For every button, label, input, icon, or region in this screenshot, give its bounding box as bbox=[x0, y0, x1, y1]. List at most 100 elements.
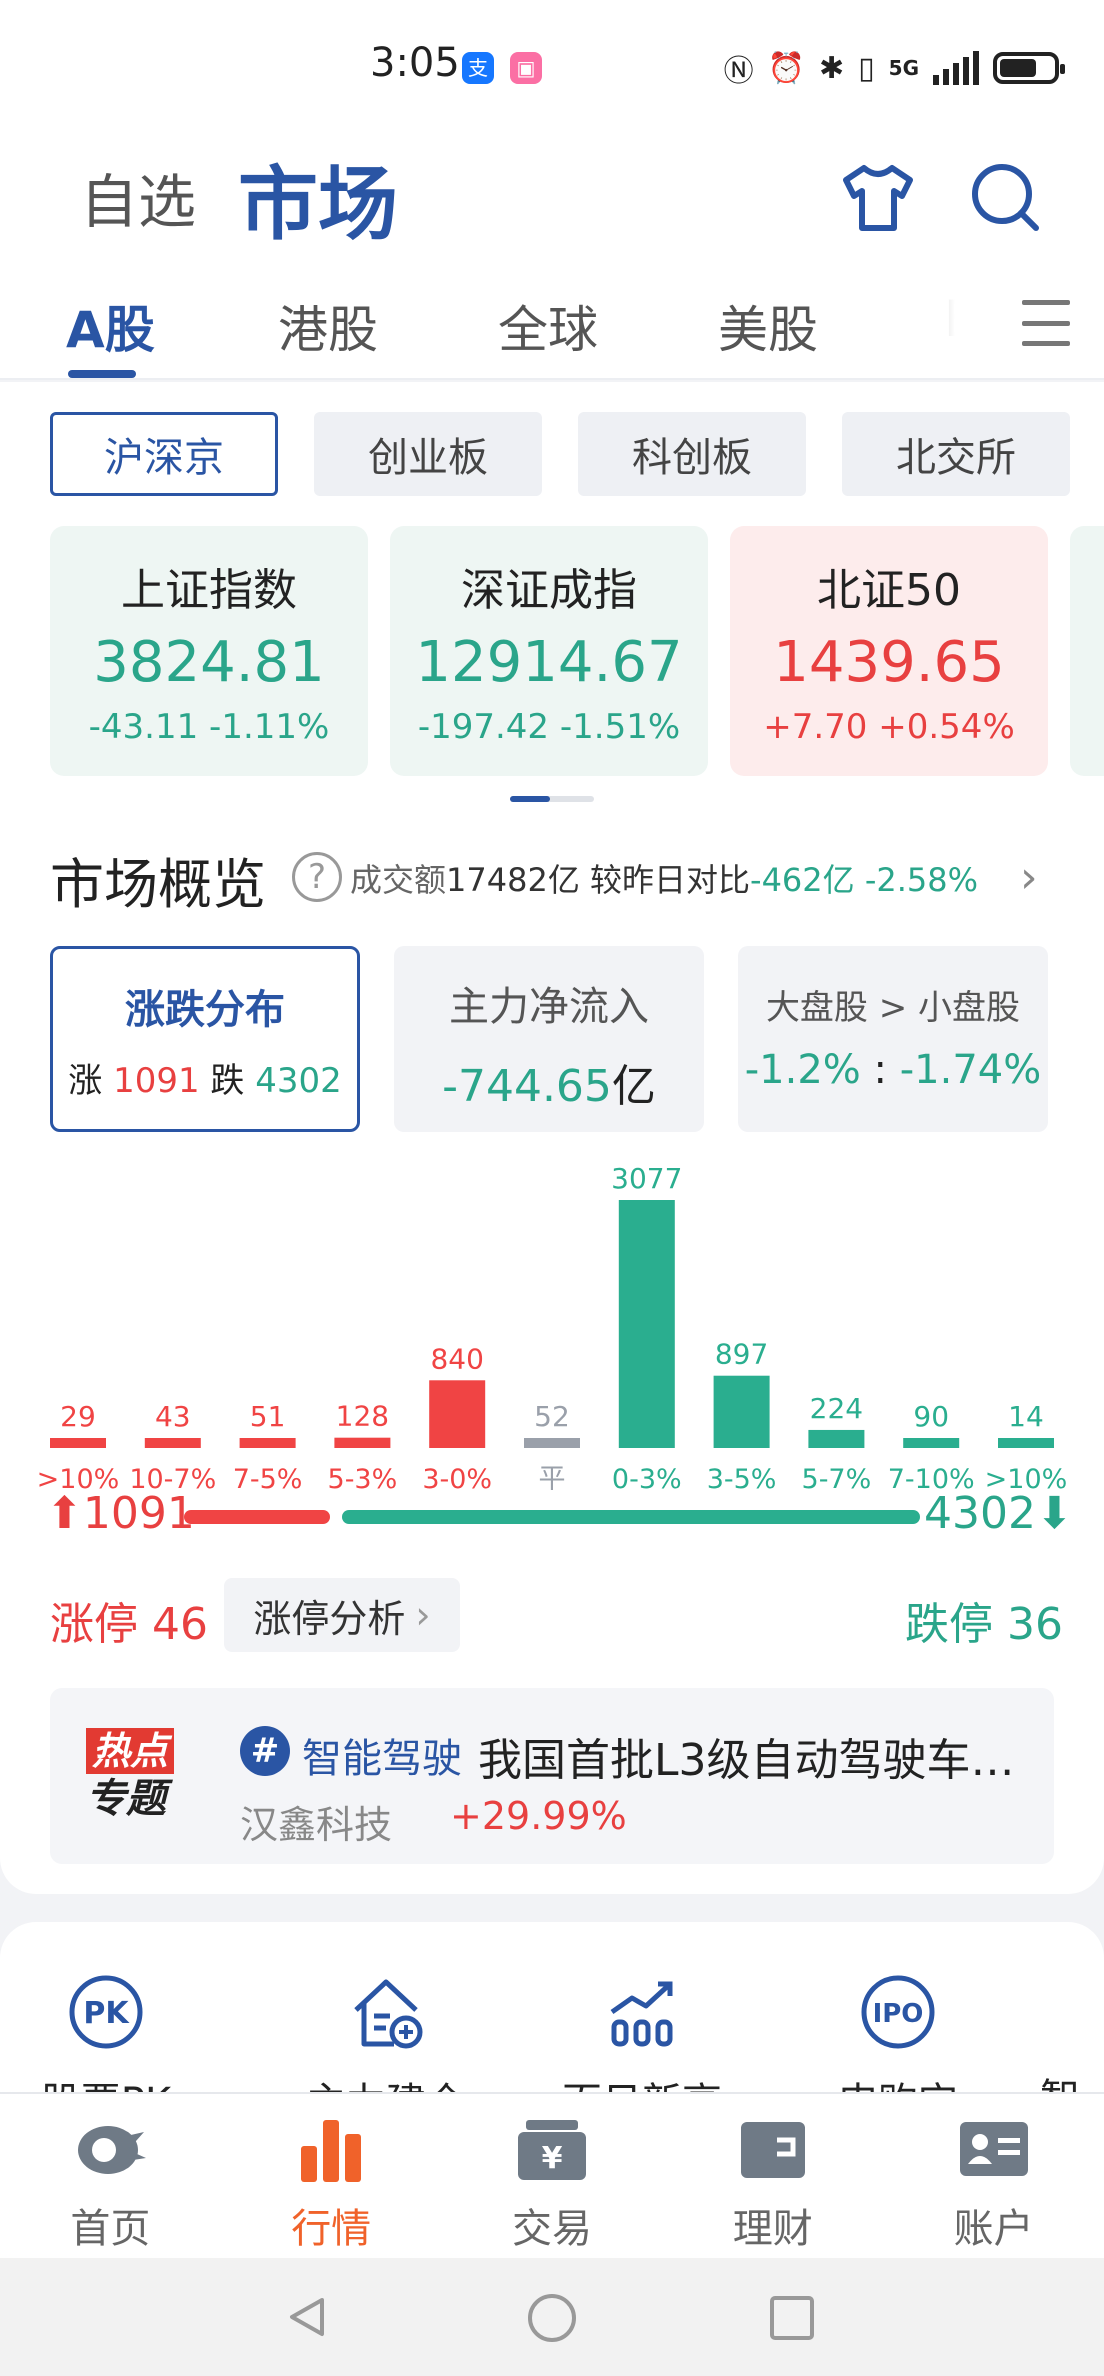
partial-icon bbox=[1050, 1972, 1104, 2052]
overview-summary: 涨跌分布 涨 1091 跌 4302 主力净流入 -744.65亿 大盘股 > … bbox=[50, 946, 1048, 1132]
up-count: 1091 bbox=[113, 1061, 200, 1101]
up-label: 涨 bbox=[68, 1061, 103, 1101]
tab-global[interactable]: 全球 bbox=[498, 301, 598, 359]
tool-main-build[interactable]: 主力建仓 bbox=[286, 1972, 486, 2102]
hot-stock-change: +29.99% bbox=[450, 1794, 627, 1838]
chart-value-label: 52 bbox=[534, 1400, 570, 1433]
chart-value-label: 224 bbox=[810, 1392, 863, 1425]
chart-category-label: 3-5% bbox=[707, 1464, 777, 1490]
chart-bar bbox=[713, 1375, 770, 1448]
tool-ipo[interactable]: IPO 申购宝 bbox=[798, 1972, 998, 2102]
chart-value-label: 90 bbox=[913, 1400, 949, 1433]
tshirt-icon[interactable] bbox=[838, 158, 918, 238]
home-icon[interactable] bbox=[526, 2292, 578, 2344]
exchange-star[interactable]: 科创板 bbox=[578, 412, 806, 496]
chart-value-label: 897 bbox=[715, 1338, 768, 1371]
tool-stock-pk[interactable]: PK 股票PK bbox=[6, 1972, 206, 2102]
down-count: 4302 bbox=[255, 1061, 342, 1101]
up-ratio-bar bbox=[184, 1510, 331, 1524]
search-icon[interactable] bbox=[966, 158, 1046, 238]
main-fund-flow-tab[interactable]: 主力净流入 -744.65亿 bbox=[394, 946, 704, 1132]
cap-separator: : bbox=[860, 1047, 900, 1093]
back-icon[interactable] bbox=[282, 2292, 332, 2342]
index-card-szse[interactable]: 深证成指 12914.67 -197.42 -1.51% bbox=[390, 526, 708, 776]
cap-compare-tab[interactable]: 大盘股 > 小盘股 -1.2% : -1.74% bbox=[738, 946, 1048, 1132]
svg-text:¥: ¥ bbox=[542, 2141, 563, 2176]
tab-active-indicator bbox=[68, 370, 136, 378]
tab-a-share[interactable]: A股 bbox=[66, 301, 155, 359]
chart-value-label: 128 bbox=[336, 1400, 389, 1433]
svg-text:IPO: IPO bbox=[873, 1999, 924, 2029]
chart-value-label: 14 bbox=[1008, 1400, 1044, 1433]
chart-value-label: 3077 bbox=[611, 1162, 682, 1195]
index-cards: 上证指数 3824.81 -43.11 -1.11% 深证成指 12914.67… bbox=[50, 526, 1048, 776]
logo-line2: 专题 bbox=[86, 1776, 166, 1822]
nav-market[interactable]: 行情 bbox=[221, 2094, 442, 2258]
overview-stats: 成交额17482亿 较昨日对比-462亿 -2.58% bbox=[350, 855, 978, 901]
hot-headline[interactable]: 我国首批L3级自动驾驶车… bbox=[478, 1735, 1015, 1786]
chart-bar bbox=[618, 1200, 675, 1448]
hot-stock-name[interactable]: 汉鑫科技 bbox=[240, 1803, 393, 1847]
index-name: 上证指数 bbox=[121, 565, 297, 616]
limit-up-label: 涨停 bbox=[50, 1599, 138, 1650]
nav-account[interactable]: 账户 bbox=[883, 2094, 1104, 2258]
network-type: 5G bbox=[888, 56, 919, 80]
down-total-value: 4302 bbox=[924, 1488, 1036, 1539]
chart-bar bbox=[144, 1438, 201, 1448]
wallet-icon bbox=[740, 2122, 805, 2178]
bottom-nav: 首页 行情 ¥ 交易 理财 账户 bbox=[0, 2092, 1104, 2258]
status-time: 3:05 bbox=[370, 40, 460, 86]
down-ratio-bar bbox=[342, 1510, 920, 1524]
tab-watchlist[interactable]: 自选 bbox=[80, 168, 197, 236]
home-logo-icon bbox=[78, 2126, 147, 2174]
index-card-bse50[interactable]: 北证50 1439.65 +7.70 +0.54% bbox=[730, 526, 1048, 776]
nfc-icon: Ⓝ bbox=[723, 54, 754, 89]
arrow-down-icon: ⬇ bbox=[1035, 1488, 1073, 1539]
index-card-sse[interactable]: 上证指数 3824.81 -43.11 -1.11% bbox=[50, 526, 368, 776]
index-card-next[interactable] bbox=[1070, 526, 1104, 776]
arrow-up-icon: ⬆ bbox=[46, 1488, 83, 1539]
rise-fall-distribution-tab[interactable]: 涨跌分布 涨 1091 跌 4302 bbox=[50, 946, 360, 1132]
hot-topic-name[interactable]: 智能驾驶 bbox=[302, 1736, 462, 1782]
flow-amount: -744.65 bbox=[442, 1061, 612, 1112]
bluetooth-icon: ✱ bbox=[819, 50, 845, 86]
dist-title: 涨跌分布 bbox=[125, 987, 285, 1033]
chart-bar bbox=[50, 1438, 106, 1448]
tab-market[interactable]: 市场 bbox=[238, 158, 398, 251]
svg-text:PK: PK bbox=[83, 1996, 130, 2031]
tool-100-day-high[interactable]: 百日新高 bbox=[542, 1972, 742, 2102]
exchange-bse[interactable]: 北交所 bbox=[842, 412, 1070, 496]
chart-category-label: 7-10% bbox=[888, 1464, 975, 1490]
exchange-hs-bj[interactable]: 沪深京 bbox=[50, 412, 278, 496]
tab-hk-share[interactable]: 港股 bbox=[278, 301, 378, 359]
index-name: 深证成指 bbox=[461, 565, 637, 616]
nav-label: 行情 bbox=[291, 2206, 372, 2252]
down-total: 4302⬇ bbox=[924, 1488, 1073, 1539]
chart-value-label: 840 bbox=[430, 1342, 483, 1375]
chart-category-label: >10% bbox=[37, 1464, 120, 1490]
tool-partial[interactable]: 智 bbox=[1040, 1972, 1104, 2102]
tab-us-share[interactable]: 美股 bbox=[718, 301, 818, 359]
recents-icon[interactable] bbox=[768, 2294, 816, 2342]
menu-icon[interactable] bbox=[1022, 300, 1070, 346]
status-bar: 3:05 支 ▣ Ⓝ ⏰ ✱ ▯ 5G bbox=[0, 0, 1104, 130]
nav-trade[interactable]: ¥ 交易 bbox=[442, 2094, 663, 2258]
cap-large: -1.2% bbox=[744, 1047, 861, 1093]
hot-topic-card[interactable]: 热点 专题 # 智能驾驶 我国首批L3级自动驾驶车… 汉鑫科技 +29.99% bbox=[50, 1688, 1054, 1864]
exchange-chinext[interactable]: 创业板 bbox=[314, 412, 542, 496]
chart-category-label: 10-7% bbox=[129, 1464, 216, 1490]
chart-bar bbox=[903, 1438, 960, 1448]
house-list-icon bbox=[354, 1979, 423, 2049]
chevron-right-icon[interactable]: › bbox=[1020, 852, 1038, 903]
cap-small: -1.74% bbox=[899, 1047, 1042, 1093]
nav-wealth[interactable]: 理财 bbox=[662, 2094, 883, 2258]
index-name: 北证50 bbox=[817, 565, 961, 616]
chart-category-label: 平 bbox=[539, 1464, 566, 1490]
up-total-value: 1091 bbox=[82, 1488, 195, 1539]
limit-analysis-button[interactable]: 涨停分析 › bbox=[224, 1578, 460, 1652]
hot-topic-logo: 热点 专题 bbox=[86, 1728, 196, 1828]
nav-home[interactable]: 首页 bbox=[0, 2094, 221, 2258]
chart-bar bbox=[524, 1438, 580, 1448]
chart-category-label: 5-3% bbox=[328, 1464, 398, 1490]
help-icon[interactable]: ? bbox=[292, 852, 342, 902]
